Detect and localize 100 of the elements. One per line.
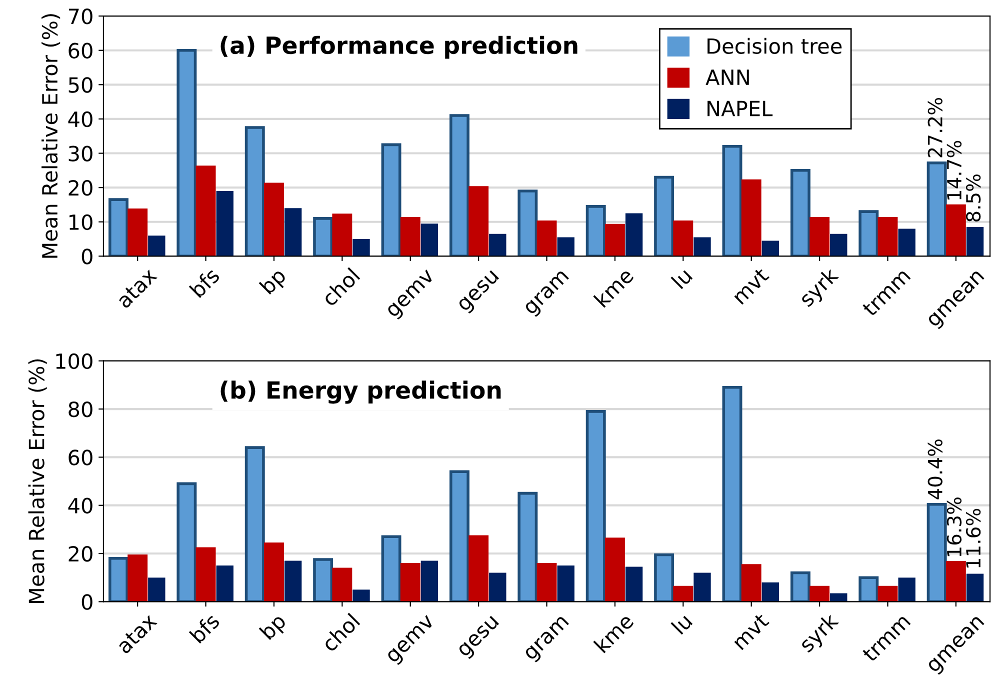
y-tick-label: 20 — [68, 546, 92, 562]
bar — [926, 503, 947, 602]
x-tick-label: bp — [258, 612, 290, 644]
bar — [625, 566, 643, 602]
bar — [586, 205, 606, 256]
bar — [352, 590, 370, 602]
bar — [449, 470, 470, 602]
bar — [381, 535, 402, 602]
bar — [878, 217, 898, 256]
bar — [966, 574, 984, 602]
x-tick-label: bfs — [188, 612, 220, 644]
data-label: 11.6% — [966, 508, 981, 568]
bar — [762, 240, 780, 256]
bar — [468, 186, 489, 256]
x-tick-label: mvt — [732, 267, 770, 305]
bar — [966, 227, 984, 256]
y-tick-label: 0 — [82, 594, 92, 610]
bar — [244, 126, 265, 256]
bar — [381, 143, 402, 256]
bar — [790, 571, 810, 602]
y-axis-title: Mean Relative Error (%) — [42, 14, 60, 258]
bar — [518, 190, 538, 256]
bar — [449, 114, 470, 256]
bar — [400, 217, 420, 256]
bar — [332, 214, 352, 256]
bar — [264, 542, 284, 602]
bar — [108, 556, 128, 602]
bar — [858, 210, 879, 256]
y-tick-label: 60 — [68, 450, 92, 466]
bar — [176, 48, 197, 256]
bar — [830, 593, 848, 602]
text: (b) Energy prediction — [220, 380, 501, 404]
legend-label: Decision tree — [708, 38, 842, 54]
bar — [878, 586, 898, 602]
data-label: 16.3% — [946, 498, 962, 556]
bar — [557, 237, 574, 256]
bar — [176, 482, 197, 602]
data-label: 27.2% — [928, 98, 942, 158]
bar — [898, 228, 916, 256]
bar — [148, 578, 166, 602]
bar — [536, 562, 557, 602]
bar — [244, 446, 265, 602]
bar — [946, 561, 966, 602]
bar — [196, 547, 216, 602]
bar — [557, 566, 574, 602]
y-tick-label: 80 — [68, 401, 92, 418]
bar — [108, 198, 128, 256]
bar — [741, 564, 762, 602]
y-tick-label: 40 — [68, 498, 92, 514]
bar — [694, 237, 711, 256]
bar — [604, 224, 625, 256]
bar — [810, 586, 830, 602]
bar — [518, 492, 538, 602]
bar — [654, 553, 674, 602]
bar — [946, 204, 966, 256]
bar — [926, 161, 947, 256]
bar — [830, 234, 848, 256]
data-label: 14.7% — [946, 140, 962, 200]
bar — [586, 410, 606, 602]
bar — [790, 169, 810, 256]
bar — [216, 190, 234, 256]
y-tick-label: 0 — [82, 248, 92, 264]
bar — [694, 572, 711, 602]
bar — [489, 572, 506, 602]
bar — [654, 176, 674, 256]
bar — [673, 220, 694, 256]
bar — [128, 554, 148, 602]
bar — [604, 538, 625, 602]
bar — [313, 558, 334, 602]
bar — [489, 234, 506, 256]
bar — [673, 586, 694, 602]
bar — [536, 220, 557, 256]
data-label: 40.4% — [928, 440, 942, 500]
legend-label: ANN — [706, 70, 749, 85]
bar — [625, 213, 643, 256]
bar — [332, 568, 352, 602]
y-tick-label: 100 — [56, 353, 92, 370]
bar — [420, 224, 438, 256]
bar — [858, 576, 879, 602]
y-tick-label: 70 — [68, 8, 92, 24]
legend-label: NAPEL — [708, 100, 773, 116]
bar — [128, 208, 148, 256]
x-tick-label: bfs — [188, 266, 220, 298]
bar — [264, 182, 284, 256]
data-label: 8.5% — [966, 174, 981, 222]
bar — [313, 217, 334, 256]
bar — [148, 236, 166, 256]
bar — [741, 179, 762, 256]
bar — [420, 560, 438, 602]
x-tick-label: lu — [670, 612, 693, 635]
y-tick-label: 40 — [68, 111, 92, 128]
y-tick-label: 50 — [68, 77, 92, 93]
x-tick-label: bp — [258, 266, 290, 298]
y-tick-label: 10 — [70, 214, 92, 230]
x-tick-label: lu — [670, 267, 693, 290]
bar — [284, 560, 302, 602]
bar — [352, 239, 370, 256]
bar — [898, 578, 916, 602]
text: (a) Performance prediction — [220, 36, 578, 59]
bar — [722, 145, 742, 256]
